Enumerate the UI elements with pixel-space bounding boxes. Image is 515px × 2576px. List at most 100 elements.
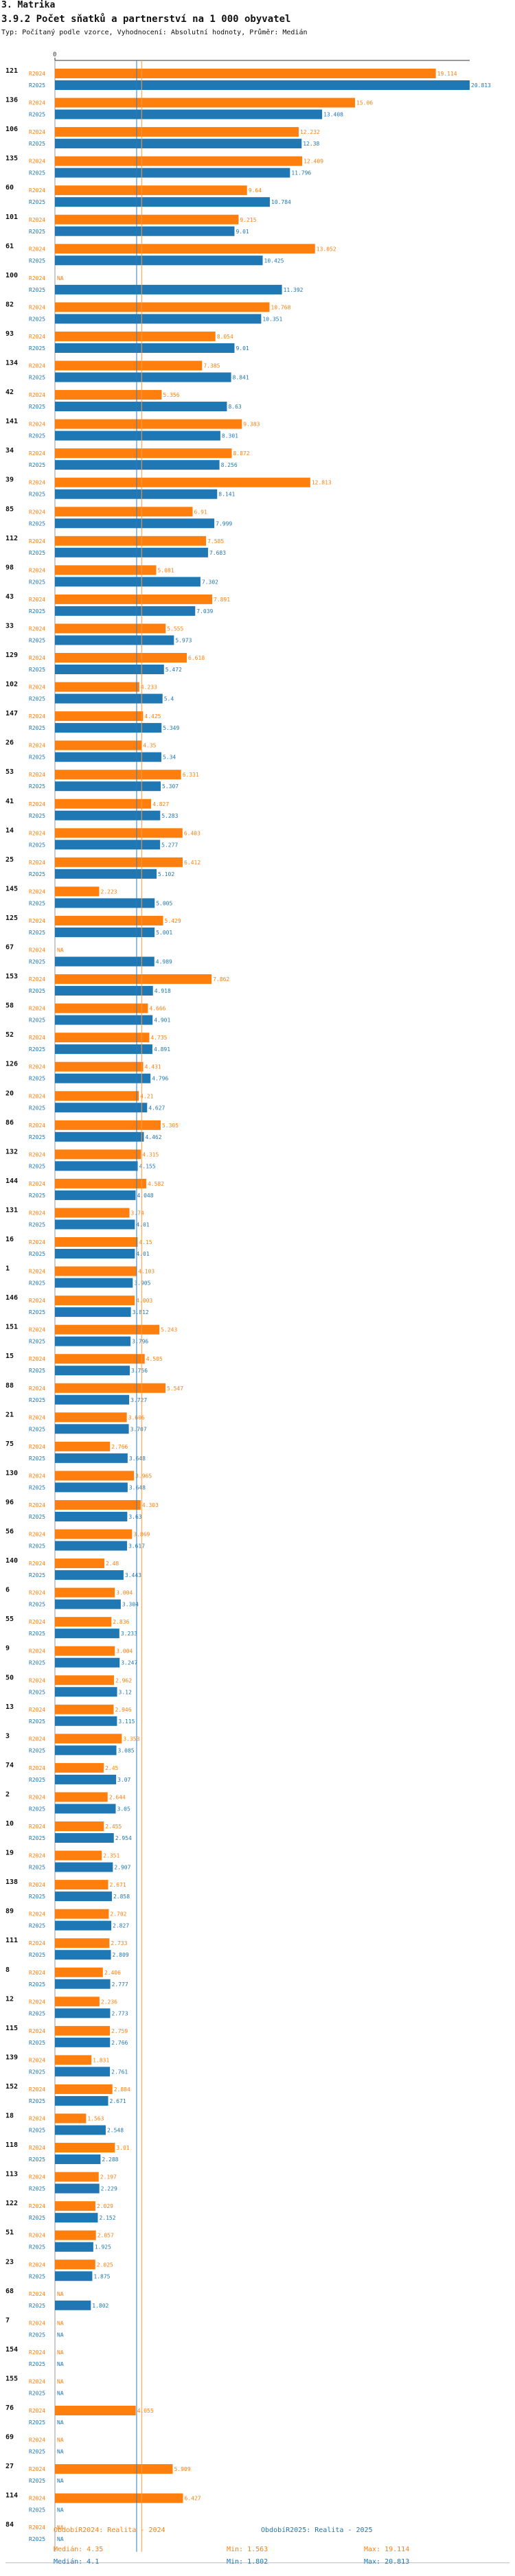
category-label: 152 — [5, 2083, 18, 2091]
bar-r2025 — [55, 1307, 131, 1318]
series-label: R2025 — [29, 2332, 45, 2338]
series-label: R2024 — [29, 538, 45, 544]
series-label: R2025 — [29, 725, 45, 731]
data-label: 9.215 — [240, 217, 256, 223]
bar-r2025 — [55, 1570, 124, 1580]
bar-r2025 — [55, 2037, 111, 2047]
bar-r2024 — [55, 1471, 135, 1481]
data-label: 4.155 — [139, 1163, 156, 1169]
bar-r2025 — [55, 1424, 129, 1434]
data-label: 12.409 — [304, 159, 323, 165]
category-label: 19 — [5, 1850, 14, 1857]
na-label: NA — [57, 2349, 64, 2356]
bar-r2024 — [55, 156, 303, 166]
series-label: R2025 — [29, 1981, 45, 1988]
series-label: R2025 — [29, 1514, 45, 1520]
series-label: R2024 — [29, 71, 45, 77]
bar-r2025 — [55, 80, 470, 90]
series-label: R2025 — [29, 755, 45, 761]
bar-r2025 — [55, 752, 161, 762]
data-label: 12.813 — [312, 480, 332, 486]
series-label: R2024 — [29, 713, 45, 720]
data-label: 20.813 — [471, 82, 491, 89]
na-label: NA — [57, 2525, 64, 2531]
data-label: 5.102 — [158, 871, 174, 877]
bar-r2024 — [55, 214, 239, 225]
category-label: 1 — [5, 1265, 10, 1273]
series-label: R2024 — [29, 2233, 45, 2239]
stat-2024-median: Medián: 4.35 — [54, 2546, 104, 2553]
series-label: R2025 — [29, 520, 45, 527]
bar-r2025 — [55, 781, 161, 792]
category-label: 86 — [5, 1119, 14, 1127]
category-label: 8 — [5, 1966, 10, 1974]
series-label: R2024 — [29, 2525, 45, 2531]
series-label: R2024 — [29, 1970, 45, 1976]
data-label: 3.233 — [121, 1631, 137, 1637]
bar-r2024 — [55, 2230, 96, 2240]
series-label: R2025 — [29, 2390, 45, 2396]
data-label: 2.777 — [112, 1981, 128, 1988]
data-label: 8.141 — [218, 492, 235, 498]
data-label: 3.74 — [131, 1210, 144, 1216]
data-label: 5.349 — [163, 725, 179, 731]
category-label: 16 — [5, 1236, 14, 1243]
series-label: R2024 — [29, 772, 45, 778]
data-label: 2.954 — [115, 1835, 132, 1841]
category-label: 130 — [5, 1469, 18, 1477]
bar-r2024 — [55, 1734, 122, 1744]
category-label: 144 — [5, 1177, 18, 1185]
series-label: R2024 — [29, 1853, 45, 1859]
category-label: 53 — [5, 768, 14, 776]
bar-r2025 — [55, 139, 302, 149]
series-label: R2024 — [29, 1239, 45, 1245]
data-label: 19.114 — [437, 71, 457, 77]
category-label: 114 — [5, 2492, 18, 2500]
series-label: R2024 — [29, 1356, 45, 1362]
series-label: R2025 — [29, 2069, 45, 2075]
series-label: R2024 — [29, 1093, 45, 1099]
series-label: R2024 — [29, 743, 45, 749]
data-label: 5.4 — [164, 696, 174, 702]
bar-r2025 — [55, 840, 161, 850]
series-label: R2025 — [29, 1894, 45, 1900]
bar-r2025 — [55, 1833, 114, 1843]
data-label: 2.766 — [111, 1444, 128, 1450]
data-label: 3.353 — [123, 1736, 139, 1742]
data-label: 2.644 — [109, 1794, 126, 1800]
category-label: 134 — [5, 360, 18, 367]
data-label: 7.683 — [209, 550, 226, 556]
series-label: R2025 — [29, 112, 45, 118]
category-label: 41 — [5, 798, 14, 805]
category-label: 147 — [5, 710, 18, 717]
category-label: 118 — [5, 2141, 18, 2149]
series-label: R2024 — [29, 918, 45, 924]
bar-r2024 — [55, 331, 216, 341]
series-label: R2024 — [29, 1151, 45, 1158]
series-label: R2024 — [29, 363, 45, 369]
bar-r2025 — [55, 460, 220, 470]
data-label: 4.891 — [154, 1046, 170, 1053]
data-label: 3.12 — [119, 1689, 132, 1695]
category-label: 13 — [5, 1703, 14, 1711]
data-label: 4.233 — [141, 685, 157, 691]
category-label: 111 — [5, 1937, 18, 1944]
category-label: 154 — [5, 2346, 18, 2354]
data-label: 9.01 — [236, 345, 249, 352]
bar-r2024 — [55, 1237, 138, 1247]
bar-r2024 — [55, 69, 436, 78]
category-label: 145 — [5, 885, 18, 893]
series-label: R2025 — [29, 1221, 45, 1228]
bar-r2024 — [55, 653, 187, 663]
na-label: NA — [57, 2361, 64, 2367]
category-label: 140 — [5, 1557, 18, 1565]
bar-r2024 — [55, 711, 144, 722]
series-label: R2024 — [29, 1590, 45, 1596]
series-label: R2025 — [29, 1543, 45, 1550]
na-label: NA — [57, 2437, 64, 2443]
series-label: R2025 — [29, 1777, 45, 1783]
data-label: 4.048 — [137, 1193, 153, 1199]
na-label: NA — [57, 2419, 64, 2426]
x-axis-tick-label: 0 — [53, 51, 56, 58]
data-label: 2.057 — [98, 2233, 114, 2239]
